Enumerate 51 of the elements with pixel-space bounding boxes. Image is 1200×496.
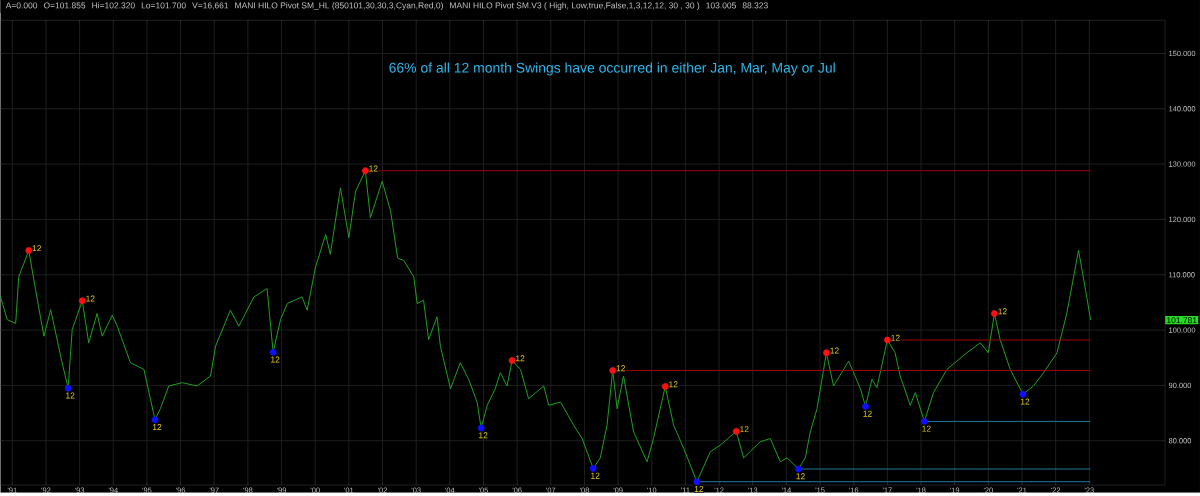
text: 66% of all 12 month Swings have occurred in either Jan, Mar, May or Jul bbox=[389, 62, 835, 76]
annotation: 12 bbox=[369, 165, 378, 172]
annotation: 12 bbox=[479, 432, 488, 439]
text: 101.781 bbox=[1167, 317, 1197, 324]
point bbox=[151, 416, 159, 424]
point bbox=[361, 167, 369, 175]
annotation: 12 bbox=[32, 245, 42, 252]
text: A=0.000 bbox=[5, 2, 38, 9]
point bbox=[991, 310, 998, 317]
annotation: 12 bbox=[669, 381, 678, 388]
annotation: 12 bbox=[271, 356, 280, 363]
point bbox=[693, 478, 701, 486]
annotation: 12 bbox=[830, 347, 839, 354]
point bbox=[609, 367, 617, 374]
point bbox=[477, 424, 485, 432]
annotation: 12 bbox=[891, 334, 900, 341]
annotation: 12 bbox=[922, 425, 931, 432]
point bbox=[78, 297, 86, 305]
point bbox=[25, 246, 33, 254]
point bbox=[508, 357, 516, 364]
point bbox=[920, 417, 928, 425]
annotation: 12 bbox=[616, 365, 626, 372]
point bbox=[589, 464, 597, 472]
text: 103.005 bbox=[706, 2, 736, 9]
point bbox=[1019, 390, 1027, 398]
annotation: 12 bbox=[694, 485, 704, 492]
annotation: 12 bbox=[998, 308, 1007, 315]
point bbox=[862, 402, 869, 410]
annotation: 12 bbox=[863, 410, 872, 417]
annotation: 12 bbox=[796, 473, 805, 480]
annotation: 12 bbox=[591, 472, 600, 479]
point bbox=[823, 349, 830, 357]
annotation: 12 bbox=[86, 295, 95, 302]
annotation: 12 bbox=[66, 392, 75, 399]
annotation: 12 bbox=[1020, 398, 1030, 405]
point bbox=[883, 336, 891, 344]
text: MANI HILO Pivot SM_HL (850101,30,30,3,Cyan,Red,0) bbox=[235, 2, 443, 10]
text: O=101.855 bbox=[43, 2, 86, 9]
annotation: 12 bbox=[740, 426, 749, 432]
point bbox=[732, 427, 740, 435]
text: Hi=102.320 bbox=[92, 2, 135, 9]
text: V=16,661 bbox=[192, 2, 229, 10]
point bbox=[795, 465, 802, 473]
point bbox=[64, 384, 72, 392]
annotation: 12 bbox=[516, 355, 525, 362]
text: 88.323 bbox=[742, 2, 768, 9]
text: MANI HILO Pivot SM.V3 ( High, Low,true,False,1,3,12,12, 30 , 30 ) bbox=[450, 2, 700, 10]
text: Lo=101.700 bbox=[141, 2, 186, 9]
point bbox=[269, 348, 277, 356]
annotation: 12 bbox=[152, 423, 162, 430]
point bbox=[661, 383, 669, 390]
